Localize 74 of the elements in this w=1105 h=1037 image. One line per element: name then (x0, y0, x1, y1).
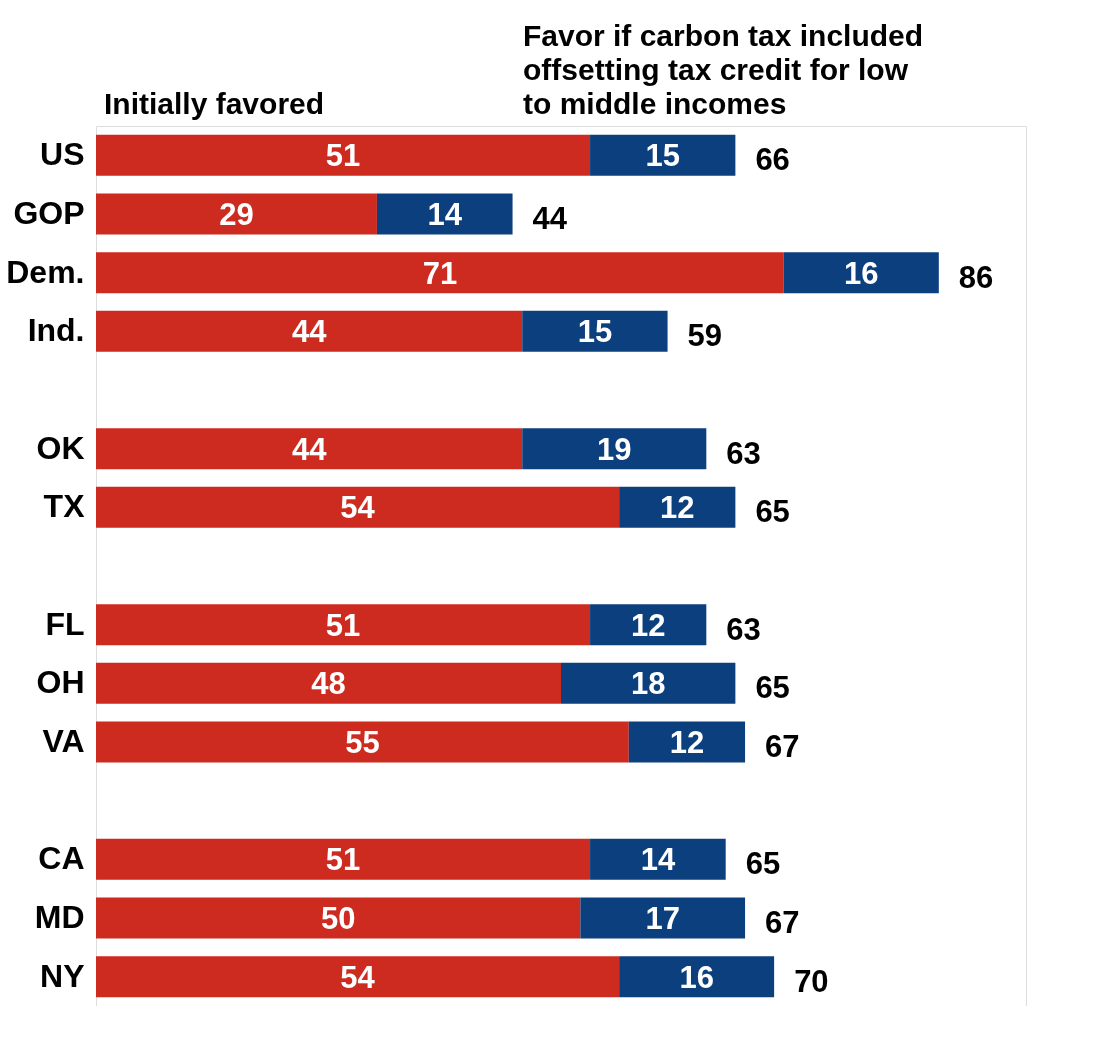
y-tick-label: VA (42, 723, 85, 759)
data-label: 48 (311, 666, 346, 702)
data-label: 55 (345, 725, 380, 760)
data-label: 12 (630, 607, 666, 643)
y-tick-label: Ind. (27, 312, 85, 349)
bar (590, 134, 736, 176)
bar (522, 428, 707, 470)
bar (96, 428, 523, 470)
total-label: 59 (687, 318, 723, 354)
data-label: 51 (325, 607, 361, 643)
total-label: 65 (745, 846, 781, 882)
bar (96, 252, 784, 294)
data-label: 12 (660, 490, 695, 526)
bar (561, 662, 736, 704)
data-label: 17 (645, 901, 680, 936)
y-tick-label: US (40, 136, 85, 173)
y-tick-label: TX (43, 488, 86, 525)
total-label: 67 (765, 905, 800, 940)
bar (522, 310, 668, 352)
y-tick-label: CA (38, 840, 85, 877)
data-label: 15 (645, 138, 680, 174)
data-label: 51 (325, 138, 361, 174)
y-tick-label: GOP (13, 195, 85, 231)
data-label: 44 (291, 431, 328, 467)
bar (376, 193, 513, 235)
text: Favor if carbon tax included offsetting tax credit for low to middle incomes (523, 19, 924, 120)
y-tick-label: Dem. (6, 253, 85, 290)
total-label: 65 (755, 670, 790, 706)
data-label: 18 (630, 666, 666, 702)
data-label: 16 (679, 959, 714, 995)
total-label: 67 (765, 729, 800, 764)
y-tick-label: MD (34, 899, 85, 935)
total-label: 44 (532, 201, 568, 236)
data-label: 71 (422, 255, 458, 291)
data-label: 50 (320, 901, 356, 936)
data-label: 44 (291, 314, 328, 350)
bar (783, 252, 939, 294)
data-label: 14 (640, 842, 676, 878)
data-label: 54 (340, 490, 376, 526)
bar (580, 897, 746, 939)
total-label: 63 (726, 435, 761, 471)
bar (96, 721, 629, 763)
total-label: 70 (794, 963, 829, 999)
bar (619, 486, 736, 528)
bar (96, 838, 591, 880)
y-tick-label: NY (40, 957, 85, 994)
bar (96, 486, 620, 528)
bar (96, 956, 620, 998)
bar (96, 897, 581, 939)
data-label: 15 (577, 314, 613, 350)
bar (628, 721, 746, 763)
y-tick-label: OK (36, 429, 85, 466)
total-label: 65 (755, 494, 790, 530)
data-label: 29 (219, 197, 254, 232)
total-label: 66 (755, 142, 790, 178)
bar (590, 604, 707, 646)
y-tick-label: OH (36, 664, 85, 701)
bar (96, 662, 561, 704)
series-label: Initially favored (104, 87, 325, 120)
total-label: 86 (958, 259, 994, 295)
bar (96, 604, 591, 646)
bar (590, 838, 726, 880)
data-label: 54 (340, 959, 376, 995)
bar (96, 310, 523, 352)
data-label: 12 (669, 725, 705, 760)
bar (96, 134, 591, 176)
bar (96, 193, 377, 235)
y-tick-label: FL (45, 605, 85, 642)
bar (619, 956, 775, 998)
data-label: 16 (844, 255, 879, 291)
data-label: 14 (427, 197, 463, 232)
data-label: 19 (597, 431, 632, 467)
data-label: 51 (325, 842, 361, 878)
total-label: 63 (726, 611, 761, 647)
